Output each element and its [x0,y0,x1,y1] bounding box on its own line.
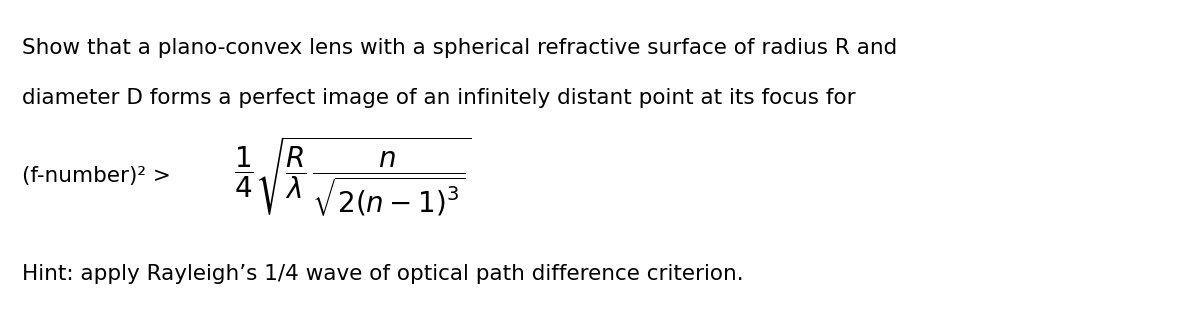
Text: diameter D forms a perfect image of an infinitely distant point at its focus for: diameter D forms a perfect image of an i… [22,88,856,108]
Text: Hint: apply Rayleigh’s 1/4 wave of optical path difference criterion.: Hint: apply Rayleigh’s 1/4 wave of optic… [22,264,743,284]
Text: $\dfrac{1}{4}\sqrt{\dfrac{R}{\lambda}\,\dfrac{n}{\sqrt{2(n-1)^3}}}$: $\dfrac{1}{4}\sqrt{\dfrac{R}{\lambda}\,\… [234,134,472,219]
Text: (f-number)² >: (f-number)² > [22,166,178,186]
Text: Show that a plano-convex lens with a spherical refractive surface of radius R an: Show that a plano-convex lens with a sph… [22,38,896,58]
